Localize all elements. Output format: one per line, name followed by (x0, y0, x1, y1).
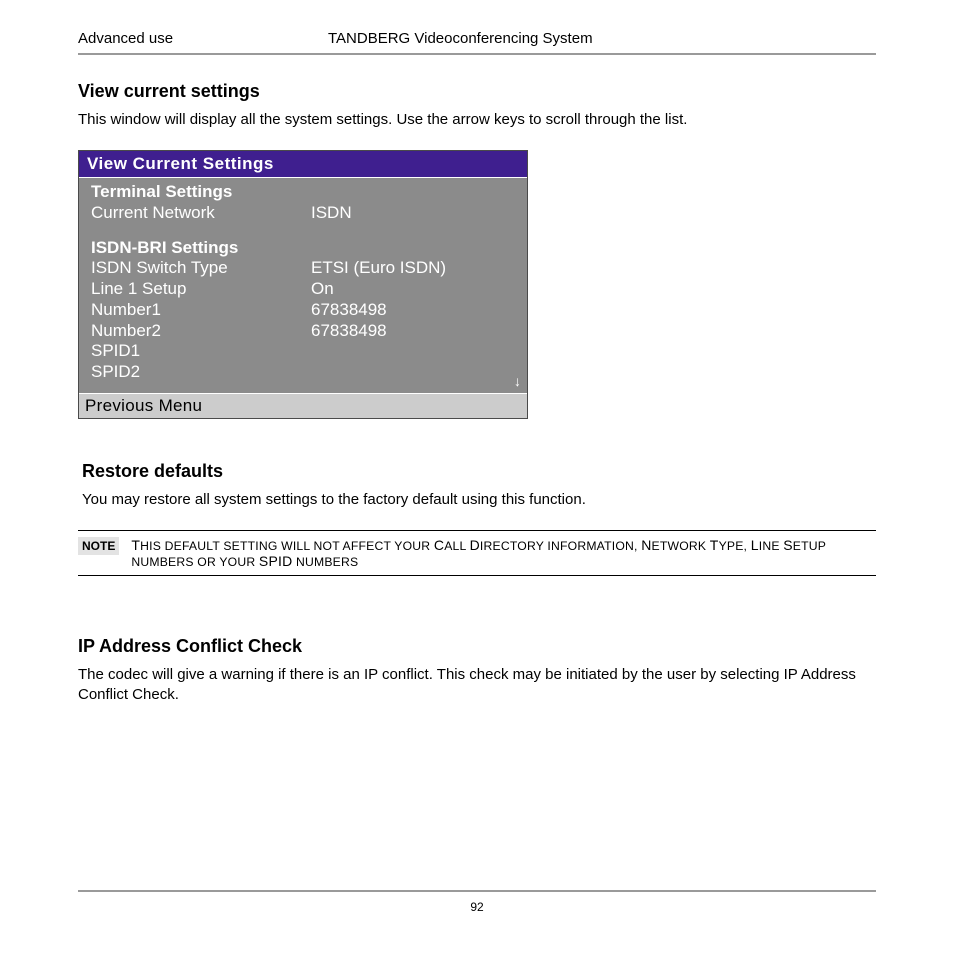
isdn-switch-type-value: ETSI (Euro ISDN) (311, 258, 446, 279)
current-network-label: Current Network (91, 203, 311, 224)
isdn-bri-heading: ISDN-BRI Settings (91, 238, 311, 259)
number2-value: 67838498 (311, 321, 387, 342)
panel-body: Terminal Settings Current NetworkISDN IS… (79, 177, 527, 393)
note-badge: NOTE (78, 537, 119, 555)
current-network-value: ISDN (311, 203, 352, 224)
spid2-label: SPID2 (91, 362, 311, 383)
scroll-down-icon[interactable]: ↓ (514, 373, 521, 389)
spid1-label: SPID1 (91, 341, 311, 362)
number2-label: Number2 (91, 321, 311, 342)
settings-panel: View Current Settings Terminal Settings … (78, 150, 528, 419)
header-section-label: Advanced use (78, 30, 328, 47)
note-text: THIS DEFAULT SETTING WILL NOT AFFECT YOU… (131, 537, 876, 569)
ip-conflict-heading: IP Address Conflict Check (78, 636, 876, 657)
number1-value: 67838498 (311, 300, 387, 321)
page-header: Advanced use TANDBERG Videoconferencing … (78, 30, 876, 53)
panel-title: View Current Settings (79, 151, 527, 177)
restore-defaults-heading: Restore defaults (82, 461, 876, 482)
line1-setup-value: On (311, 279, 334, 300)
isdn-switch-type-label: ISDN Switch Type (91, 258, 311, 279)
number1-label: Number1 (91, 300, 311, 321)
page-number: 92 (78, 900, 876, 914)
footer-divider (78, 890, 876, 892)
header-divider (78, 53, 876, 55)
previous-menu-button[interactable]: Previous Menu (79, 393, 527, 418)
view-settings-heading: View current settings (78, 81, 876, 102)
restore-defaults-description: You may restore all system settings to t… (82, 490, 876, 510)
header-system-label: TANDBERG Videoconferencing System (328, 30, 593, 47)
ip-conflict-description: The codec will give a warning if there i… (78, 665, 876, 706)
line1-setup-label: Line 1 Setup (91, 279, 311, 300)
page-footer: 92 (78, 890, 876, 914)
view-settings-description: This window will display all the system … (78, 110, 876, 130)
terminal-settings-heading: Terminal Settings (91, 182, 311, 203)
note-block: NOTE THIS DEFAULT SETTING WILL NOT AFFEC… (78, 530, 876, 576)
